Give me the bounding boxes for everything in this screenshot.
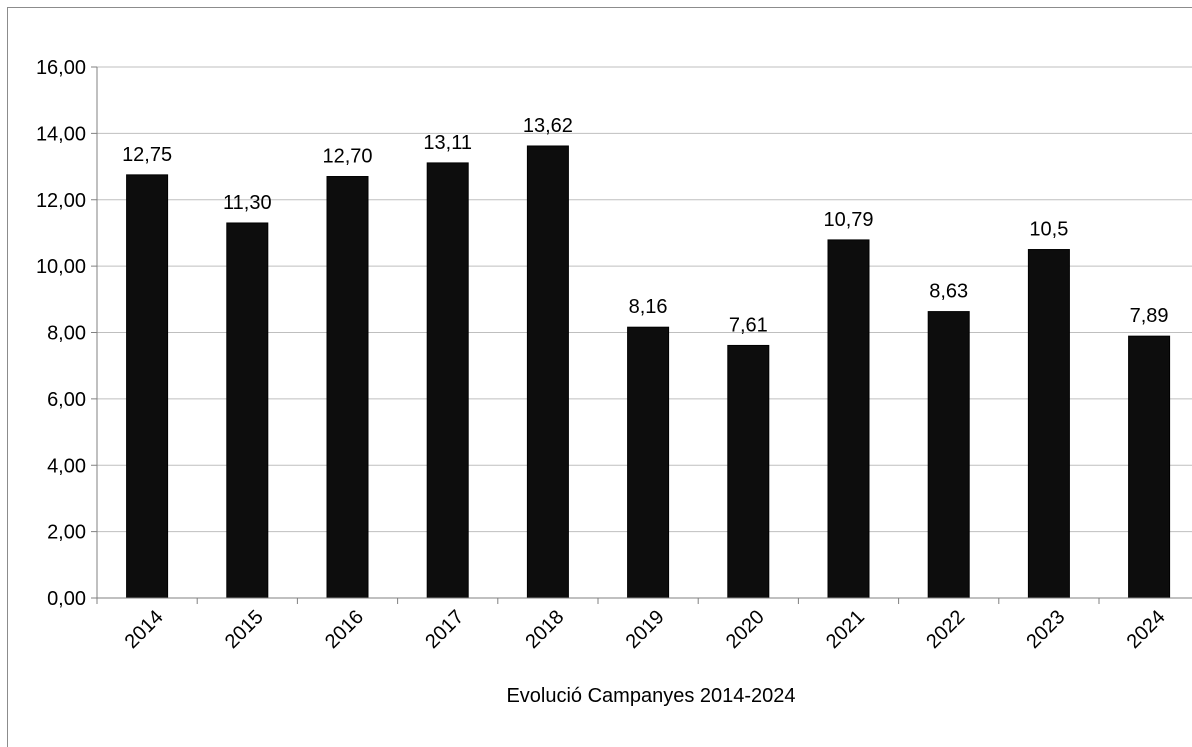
bar-data-label: 10,5 bbox=[1029, 219, 1068, 241]
y-axis-tick-labels: 0,00 2,00 4,00 6,00 8,00 10,00 12,00 14,00 16,00 bbox=[36, 57, 97, 610]
bar bbox=[126, 174, 169, 599]
x-tick-label: 2023 bbox=[1022, 606, 1069, 653]
bars bbox=[126, 145, 1171, 599]
x-tick-label: 2016 bbox=[321, 606, 368, 653]
y-tick-label: 8,00 bbox=[47, 323, 86, 345]
bar bbox=[526, 145, 569, 599]
bar bbox=[226, 222, 269, 599]
bar-data-labels: 12,75 11,30 12,70 13,11 13,62 8,16 7,61 10,79 8,… bbox=[122, 115, 1169, 336]
bar-data-label: 7,61 bbox=[729, 314, 768, 336]
bar-data-label: 8,63 bbox=[929, 281, 968, 303]
bar bbox=[426, 162, 469, 599]
bar-data-label: 13,11 bbox=[423, 132, 472, 154]
bar bbox=[827, 239, 870, 599]
x-tick-label: 2022 bbox=[922, 606, 969, 653]
bar bbox=[627, 326, 670, 599]
x-tick-label: 2019 bbox=[622, 606, 669, 653]
x-tick-label: 2020 bbox=[722, 606, 769, 653]
bar-data-label: 10,79 bbox=[823, 209, 873, 231]
y-tick-label: 6,00 bbox=[47, 389, 86, 411]
bar bbox=[927, 311, 970, 599]
x-tick-label: 2015 bbox=[221, 606, 268, 653]
x-tick-label: 2017 bbox=[421, 606, 468, 653]
y-tick-label: 16,00 bbox=[36, 57, 86, 79]
x-tick-label: 2018 bbox=[521, 606, 568, 653]
x-tick-label: 2024 bbox=[1123, 606, 1170, 653]
x-tick-label: 2021 bbox=[822, 606, 869, 653]
y-tick-label: 0,00 bbox=[47, 588, 86, 610]
bar bbox=[1128, 335, 1171, 599]
bar-data-label: 12,70 bbox=[322, 146, 372, 168]
x-tick-label: 2014 bbox=[121, 606, 168, 653]
x-axis-title: Evolució Campanyes 2014-2024 bbox=[506, 685, 795, 707]
bar-data-label: 13,62 bbox=[523, 115, 573, 137]
y-tick-label: 10,00 bbox=[36, 256, 86, 278]
y-tick-label: 12,00 bbox=[36, 190, 86, 212]
x-axis-tick-labels: 2014 2015 2016 2017 2018 2019 2020 2021 2022 2023… bbox=[121, 606, 1170, 653]
bar bbox=[727, 344, 770, 599]
bar bbox=[326, 176, 369, 599]
bar-data-label: 11,30 bbox=[223, 192, 272, 214]
bar bbox=[1027, 249, 1070, 599]
bar-data-label: 7,89 bbox=[1130, 305, 1169, 327]
bar-data-label: 12,75 bbox=[122, 144, 172, 166]
bar-data-label: 8,16 bbox=[629, 296, 668, 318]
chart-frame bbox=[7, 7, 1192, 747]
y-tick-label: 14,00 bbox=[36, 123, 86, 145]
y-tick-label: 2,00 bbox=[47, 522, 86, 544]
y-tick-label: 4,00 bbox=[47, 455, 86, 477]
x-axis-tick-marks bbox=[96, 598, 1100, 604]
